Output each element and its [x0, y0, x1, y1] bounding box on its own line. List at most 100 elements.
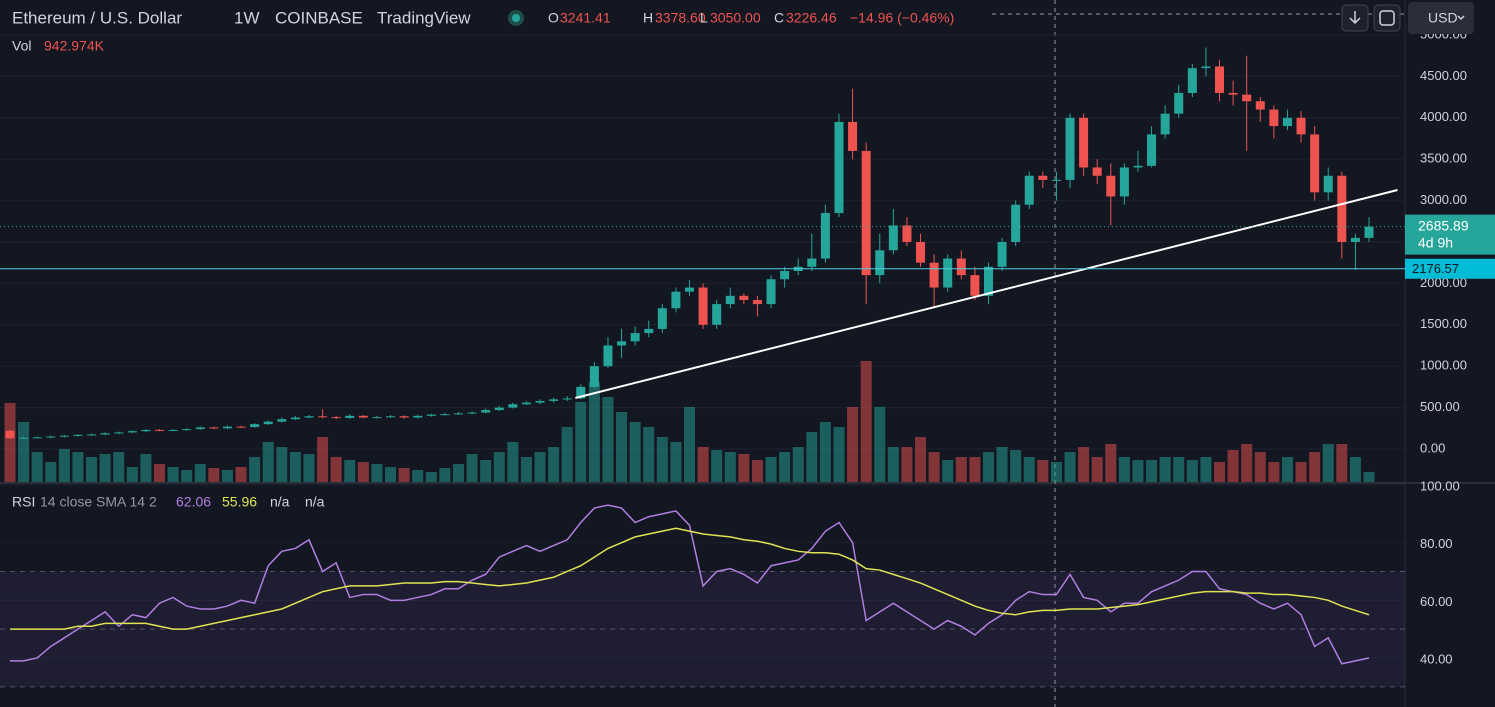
candle-body — [1147, 134, 1157, 166]
candle-body — [481, 410, 491, 413]
candle-body — [970, 275, 980, 296]
candle-body — [888, 225, 898, 251]
candle-body — [263, 421, 273, 425]
candle-body — [1350, 237, 1360, 242]
rsi-sma-line — [10, 527, 1370, 630]
y-tick-label: 1500.00 — [1420, 316, 1467, 331]
candle-body — [127, 431, 137, 433]
volume-bar — [303, 454, 315, 482]
volume-bar — [262, 442, 274, 482]
rsi-legend: 62.06 — [176, 494, 211, 510]
candle-body — [1323, 175, 1333, 193]
volume-bar — [1336, 444, 1348, 482]
volume-bar — [520, 457, 532, 482]
candle-body — [1106, 175, 1116, 197]
fullscreen-icon — [1379, 10, 1395, 26]
currency: USD — [1428, 10, 1458, 26]
candle-body — [508, 404, 518, 408]
volume-bar — [1363, 471, 1375, 482]
volume-bar — [153, 464, 165, 482]
ohlc-key: L — [700, 10, 708, 26]
volume-bar — [928, 452, 940, 482]
currency-button[interactable] — [1408, 2, 1474, 34]
candle-body — [1024, 175, 1034, 205]
source: TradingView — [377, 8, 471, 27]
volume-bar — [344, 460, 356, 482]
candle-body — [1228, 92, 1238, 95]
volume-bar — [452, 464, 464, 482]
y-tick-label: 4000.00 — [1420, 109, 1467, 124]
volume-bar — [779, 452, 791, 482]
candle-body — [182, 429, 192, 431]
volume-bar — [1309, 452, 1321, 482]
volume-bar — [126, 467, 138, 482]
candle-body — [1364, 226, 1374, 238]
volume-bar — [357, 462, 369, 482]
candle-body — [1065, 117, 1075, 180]
volume-bar — [86, 457, 98, 482]
volume-bar — [1322, 444, 1334, 482]
volume-bar — [1118, 457, 1130, 482]
ohlc-key: C — [774, 10, 784, 26]
candle-body — [766, 279, 776, 305]
volume-bar — [208, 468, 220, 482]
candle-body — [358, 415, 368, 418]
volume-bar — [1227, 450, 1239, 482]
volume-bar — [575, 402, 587, 482]
volume-bar — [1186, 460, 1198, 482]
volume-bar — [806, 432, 818, 482]
last-price-label: 2685.89 — [1418, 217, 1469, 233]
candle-body — [1187, 68, 1197, 93]
volume-bar — [113, 452, 125, 482]
candle-body — [1160, 113, 1170, 135]
candle-body — [331, 417, 341, 419]
volume-bar — [371, 464, 383, 482]
candle-body — [46, 436, 56, 438]
volume-bar — [507, 442, 519, 482]
candle-body — [494, 407, 504, 411]
volume-bar — [1214, 462, 1226, 482]
volume-bar — [1037, 460, 1049, 482]
volume-bar — [330, 457, 342, 482]
volume-bar — [194, 464, 206, 482]
y-tick-label: 60.00 — [1420, 594, 1453, 609]
candle-body — [834, 121, 844, 214]
rsi-params: 14 close SMA 14 2 — [40, 494, 157, 510]
candle-body — [807, 258, 817, 267]
candle-body — [630, 333, 640, 342]
candle-body — [725, 295, 735, 305]
volume-bar — [901, 447, 913, 482]
candle-body — [141, 429, 151, 432]
grid — [0, 34, 1405, 659]
candle-body — [19, 437, 29, 439]
y-tick-label: 40.00 — [1420, 651, 1453, 666]
volume-bar — [955, 457, 967, 482]
volume-bar — [724, 452, 736, 482]
candle-body — [440, 414, 450, 416]
volume-bar — [1050, 462, 1062, 482]
ohlc-value: 3378.60 — [655, 10, 706, 26]
fullscreen-button[interactable] — [1373, 4, 1401, 32]
volume-bar — [942, 460, 954, 482]
candle-body — [956, 258, 966, 276]
candle-body — [5, 430, 15, 439]
volume-bar — [548, 447, 560, 482]
chevron — [1457, 15, 1465, 21]
candle-body — [576, 386, 586, 399]
candle-body — [780, 270, 790, 280]
volume-bar — [235, 467, 247, 482]
candle-body — [820, 213, 830, 259]
candle-body — [1269, 109, 1279, 127]
rsi-legend: n/a — [305, 494, 325, 510]
y-tick-label: 4500.00 — [1420, 68, 1467, 83]
volume-label: Vol — [12, 38, 31, 54]
candle-body — [1310, 134, 1320, 193]
candle-body — [236, 426, 246, 428]
candle-body — [983, 266, 993, 296]
header: Ethereum / U.S. Dollar 1W COINBASE Tradi… — [0, 0, 990, 510]
candle-body — [100, 433, 110, 435]
candle-body — [277, 419, 287, 422]
volume-bar — [684, 407, 695, 482]
